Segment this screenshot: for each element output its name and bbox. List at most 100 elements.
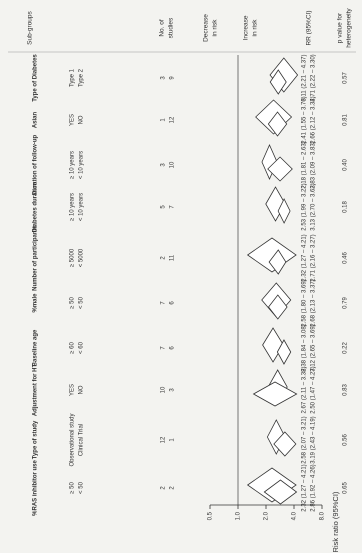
column-header: Increase	[243, 15, 250, 40]
rr-label: 2.32 (1.27 – 4.21)	[302, 234, 308, 281]
subgroup-label: Type 2	[79, 68, 85, 87]
subgroup-label: ≥ 60	[70, 342, 76, 354]
subgroup-label: < 50	[79, 296, 85, 309]
study-count: 1	[170, 438, 176, 442]
study-count: 7	[161, 301, 167, 305]
column-header: in risk	[252, 19, 259, 37]
rr-label: 2.41 (1.55 – 3.76)	[302, 96, 308, 143]
study-count: 2	[161, 256, 167, 260]
subgroup-label: YES	[70, 114, 76, 126]
subgroup-label: < 50	[79, 481, 85, 494]
study-count: 10	[170, 161, 176, 168]
rr-label: 2.71 (2.22 – 3.30)	[311, 54, 317, 101]
study-count: 3	[161, 163, 167, 167]
group-label: Duration of follow-up	[33, 135, 39, 196]
study-count: 9	[170, 76, 176, 80]
subgroup-label: ≥ 50	[70, 297, 76, 309]
study-count: 12	[161, 436, 167, 443]
ci-diamond	[276, 339, 292, 365]
subgroup-label: Clinical Trial	[79, 424, 85, 456]
study-count: 10	[161, 386, 167, 393]
subgroup-label: ≥ 50	[70, 482, 76, 494]
rr-label: 2.38 (1.84 – 3.08)	[302, 324, 308, 371]
x-tick-label: 0.5	[208, 511, 214, 520]
subgroup-label: < 10 years	[79, 151, 85, 179]
column-header: RR (95%CI)	[306, 10, 313, 45]
rr-label: 3.12 (2.65 – 3.69)	[311, 324, 317, 371]
ci-diamond	[252, 381, 298, 407]
rr-label: 2.58 (2.07 – 3.21)	[302, 416, 308, 463]
ci-diamond	[277, 198, 291, 224]
p-value: 0.22	[343, 342, 349, 354]
ci-diamond	[263, 479, 298, 505]
rr-label: 2.58 (1.80 – 3.69)	[302, 279, 308, 326]
ci-diamond	[273, 431, 297, 457]
column-header: studies	[168, 17, 175, 38]
ci-diamond	[267, 111, 288, 137]
rr-label: 2.86 (1.92 – 4.26)	[311, 464, 317, 511]
x-tick-label: 1.0	[236, 511, 242, 520]
subgroup-label: < 60	[79, 341, 85, 354]
study-count: 2	[161, 486, 167, 490]
p-value: 0.65	[343, 482, 349, 494]
column-header: p value for	[337, 12, 344, 43]
rr-label: 2.32 (1.27 – 4.21)	[302, 464, 308, 511]
rr-label: 2.71 (2.16 – 3.27)	[311, 234, 317, 281]
x-axis-title: Risk ratio (95%CI)	[331, 491, 340, 552]
subgroup-label: NO	[79, 385, 85, 394]
group-label: Asian	[33, 111, 39, 128]
study-count: 7	[170, 205, 176, 209]
subgroup-label: ≥ 5000	[70, 248, 76, 267]
column-header: Sub-groups	[27, 10, 34, 44]
rr-label: 2.66 (2.12 – 3.34)	[311, 96, 317, 143]
study-count: 1	[161, 118, 167, 122]
subgroup-label: < 10 years	[79, 193, 85, 221]
p-value: 0.18	[343, 201, 349, 213]
p-value: 0.81	[343, 114, 349, 126]
rr-label: 2.83 (2.09 – 3.83)	[311, 141, 317, 188]
subgroup-label: NO	[79, 115, 85, 124]
rr-label: 2.67 (2.11 – 3.38)	[302, 367, 308, 414]
column-header: heterogeneity	[346, 8, 353, 48]
rr-label: 2.50 (1.47 – 4.27)	[311, 366, 317, 413]
p-value: 0.83	[343, 384, 349, 396]
study-count: 2	[170, 486, 176, 490]
group-label: Baseline age	[33, 329, 39, 366]
ci-diamond	[268, 249, 287, 275]
subgroup-label: Observational study	[70, 413, 76, 466]
group-label: Number of participants	[33, 225, 39, 291]
rr-label: 2.53 (1.99 – 3.22)	[302, 183, 308, 230]
x-tick-label: 2.0	[264, 511, 270, 520]
subgroup-label: YES	[70, 384, 76, 396]
rr-label: 3.19 (2.43 – 4.19)	[311, 416, 317, 463]
study-count: 3	[170, 388, 176, 392]
study-count: 7	[161, 346, 167, 350]
p-value: 0.57	[343, 72, 349, 84]
ci-diamond	[269, 69, 287, 95]
p-value: 0.79	[343, 297, 349, 309]
rr-label: 3.13 (2.70 – 3.63)	[311, 183, 317, 230]
column-header: No. of	[159, 19, 166, 37]
subgroup-label: Type 1	[70, 68, 76, 87]
ci-diamond	[267, 156, 293, 182]
column-header: in risk	[212, 19, 219, 37]
group-label: %male	[33, 293, 39, 313]
ci-diamond	[268, 294, 288, 320]
rr-label: 2.68 (2.13 – 3.37)	[311, 279, 317, 326]
study-count: 6	[170, 346, 176, 350]
column-header: Decrease	[203, 14, 210, 42]
study-count: 5	[161, 205, 167, 209]
p-value: 0.56	[343, 434, 349, 446]
rr-label: 3.11 (2.21 – 4.37)	[302, 55, 308, 102]
p-value: 0.46	[343, 252, 349, 264]
subgroup-label: < 5000	[79, 248, 85, 267]
study-count: 3	[161, 76, 167, 80]
x-tick-label: 4.0	[292, 511, 298, 520]
subgroup-label: ≥ 10 years	[70, 151, 76, 179]
group-label: %RAS inhibitor use	[33, 460, 39, 516]
study-count: 11	[170, 254, 176, 261]
study-count: 6	[170, 301, 176, 305]
p-value: 0.40	[343, 159, 349, 171]
